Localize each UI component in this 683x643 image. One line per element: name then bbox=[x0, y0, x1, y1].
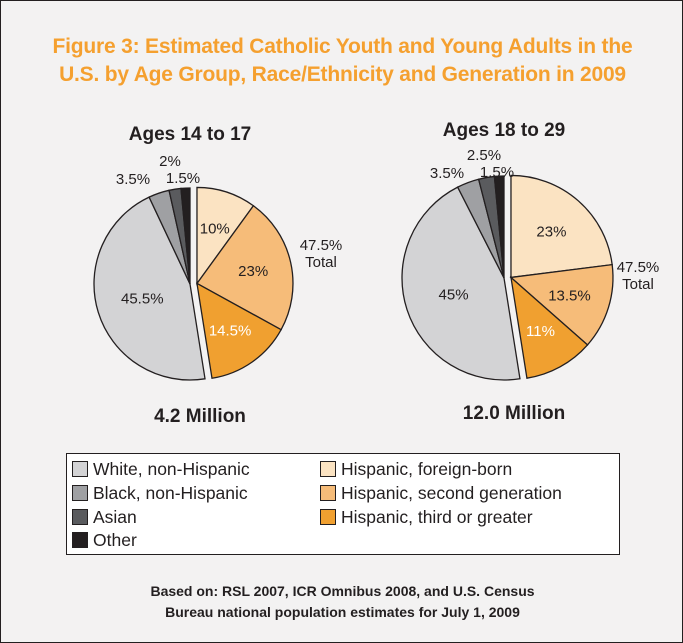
source-note: Based on: RSL 2007, ICR Omnibus 2008, an… bbox=[1, 581, 682, 623]
pie-1-hispanic-total-word: Total bbox=[305, 254, 337, 271]
pie-1-label-other: 1.5% bbox=[166, 170, 200, 187]
pie-2-slice-hispanic-second-generation bbox=[509, 263, 614, 346]
legend-item-other: Other bbox=[72, 529, 137, 551]
pie-2-slice-hispanic-foreign-born bbox=[510, 174, 613, 279]
source-line-1: Based on: RSL 2007, ICR Omnibus 2008, an… bbox=[150, 583, 535, 599]
pie-2-slice-hispanic-third-or-greater bbox=[510, 275, 589, 379]
pie-2-label-hispanic-third-or-greater: 11% bbox=[526, 323, 555, 340]
legend-swatch bbox=[72, 509, 88, 525]
pie-total-1: 4.2 Million bbox=[154, 406, 246, 427]
pie-2-label-hispanic-second-generation: 13.5% bbox=[548, 287, 591, 304]
legend-label: Hispanic, second generation bbox=[341, 482, 562, 503]
pie-2-label-black-non-hispanic: 3.5% bbox=[430, 165, 464, 182]
pie-chart-1: Ages 14 to 17 10% 23% 14.5% 45.5% 3.5% 2%1.5% 4… bbox=[93, 124, 343, 427]
legend-item-hispanic-foreign-born: Hispanic, foreign-born bbox=[320, 458, 512, 480]
legend-label: Hispanic, third or greater bbox=[341, 506, 533, 527]
figure-title-line-1: Figure 3: Estimated Catholic Youth and Y… bbox=[52, 35, 633, 58]
pie-total-2: 12.0 Million bbox=[463, 403, 565, 424]
legend-swatch bbox=[320, 485, 336, 501]
pie-1-label-hispanic-foreign-born: 10% bbox=[200, 221, 230, 238]
legend-label: Other bbox=[93, 529, 137, 550]
legend-swatch bbox=[320, 509, 336, 525]
pie-title-2: Ages 18 to 29 bbox=[443, 120, 566, 141]
pie-2-hispanic-total-word: Total bbox=[622, 276, 654, 293]
figure-title-line-2: U.S. by Age Group, Race/Ethnicity and Ge… bbox=[59, 63, 626, 86]
pie-2-label-white-non-hispanic: 45% bbox=[439, 286, 469, 303]
legend-label: Hispanic, foreign-born bbox=[341, 458, 513, 479]
legend-swatch bbox=[72, 485, 88, 501]
pie-2-label-hispanic-foreign-born: 23% bbox=[536, 224, 566, 241]
legend-swatch bbox=[72, 532, 88, 548]
legend-label: Asian bbox=[93, 506, 137, 527]
legend-item-black-non-hispanic: Black, non-Hispanic bbox=[72, 482, 248, 504]
pie-1-slice-hispanic-second-generation bbox=[196, 204, 294, 331]
pie-title-1: Ages 14 to 17 bbox=[129, 124, 252, 145]
pie-1-label-white-non-hispanic: 45.5% bbox=[121, 291, 164, 308]
pie-1-label-hispanic-third-or-greater: 14.5% bbox=[209, 323, 252, 340]
pie-charts: Ages 14 to 1710%23%14.5%45.5%3.5%2%1.5%4… bbox=[93, 120, 660, 427]
legend-swatch bbox=[72, 461, 88, 477]
pie-2-label-asian: 2.5% bbox=[467, 147, 501, 164]
legend: White, non-Hispanic Black, non-Hispanic As… bbox=[66, 453, 620, 555]
pie-1-label-asian: 2% bbox=[159, 153, 181, 170]
pie-2-slice-white-non-hispanic bbox=[401, 186, 521, 381]
legend-label: White, non-Hispanic bbox=[93, 458, 250, 479]
legend-swatch bbox=[320, 461, 336, 477]
legend-item-white-non-hispanic: White, non-Hispanic bbox=[72, 458, 250, 480]
pie-1-label-hispanic-second-generation: 23% bbox=[238, 263, 268, 280]
source-line-2: Bureau national population estimates for… bbox=[165, 604, 520, 620]
legend-item-hispanic-second-generation: Hispanic, second generation bbox=[320, 482, 562, 504]
pie-1-slice-other bbox=[180, 187, 191, 285]
pie-1-slice-hispanic-third-or-greater bbox=[196, 282, 282, 380]
pie-2-slice-other bbox=[493, 175, 505, 279]
pie-chart-2: Ages 18 to 29 23% 13.5% 11% 45% 3.5%2.5%1.5% 4… bbox=[401, 120, 660, 424]
pie-2-hispanic-total: 47.5% bbox=[617, 259, 660, 276]
legend-item-hispanic-third-or-greater: Hispanic, third or greater bbox=[320, 506, 533, 528]
pie-1-label-black-non-hispanic: 3.5% bbox=[116, 171, 150, 188]
pie-2-label-other: 1.5% bbox=[480, 164, 514, 181]
pie-1-slice-white-non-hispanic bbox=[93, 196, 206, 381]
legend-label: Black, non-Hispanic bbox=[93, 482, 248, 503]
legend-item-asian: Asian bbox=[72, 506, 137, 528]
pie-1-hispanic-total: 47.5% bbox=[300, 237, 343, 254]
